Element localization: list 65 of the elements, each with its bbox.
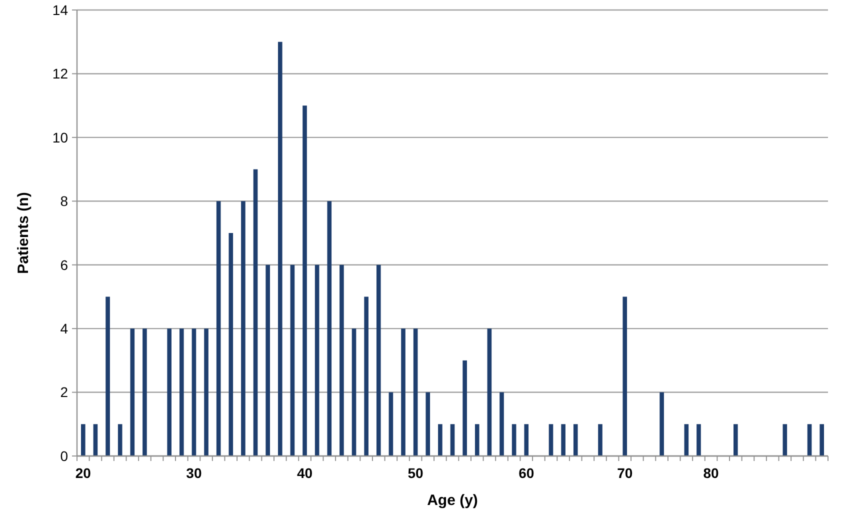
bar [216, 201, 221, 456]
bar [524, 424, 529, 456]
bar [487, 328, 492, 456]
bar [500, 392, 504, 456]
y-tick-label: 2 [60, 384, 68, 400]
bar [450, 424, 455, 456]
bar [106, 296, 110, 456]
bar [401, 328, 406, 456]
bar [167, 328, 172, 456]
x-axis-title: Age (y) [427, 492, 478, 509]
x-tick-label: 20 [75, 465, 92, 481]
x-tick-label: 70 [617, 465, 633, 481]
y-tick-label: 14 [52, 2, 68, 18]
bar [352, 328, 356, 456]
bar [179, 328, 184, 456]
bar [93, 424, 98, 456]
bar [81, 424, 86, 456]
bar [734, 424, 738, 456]
bar [696, 424, 701, 456]
bar [561, 424, 566, 456]
bar [474, 424, 480, 456]
bar [388, 392, 394, 456]
bar [130, 328, 135, 456]
x-tick-label: 40 [296, 465, 313, 481]
bar [364, 296, 368, 456]
bar [192, 328, 196, 456]
bar [413, 328, 418, 456]
bar [660, 392, 664, 456]
bar [290, 264, 295, 456]
x-tick-label: 60 [518, 465, 534, 481]
y-tick-label: 0 [60, 448, 68, 464]
bar [684, 424, 689, 456]
x-tick-label: 50 [408, 465, 424, 481]
bar [622, 296, 628, 456]
bar [462, 360, 467, 456]
bar [266, 264, 270, 456]
bar [598, 424, 602, 456]
bar [302, 106, 307, 456]
bar [820, 424, 824, 456]
bar [782, 424, 788, 456]
bar [314, 264, 320, 456]
bar [340, 264, 344, 456]
bar [512, 424, 516, 456]
bar [204, 328, 208, 456]
bar [253, 169, 258, 456]
bar [278, 42, 282, 456]
y-tick-label: 8 [60, 193, 68, 210]
bar [376, 264, 381, 456]
bar [548, 424, 554, 456]
bar [438, 424, 442, 456]
bar [228, 233, 234, 456]
y-tick-label: 4 [60, 320, 68, 336]
y-tick-label: 12 [52, 66, 68, 82]
bar [573, 424, 578, 456]
bar [118, 424, 122, 456]
y-tick-label: 6 [60, 256, 68, 273]
bar [142, 328, 147, 456]
x-tick-label: 80 [703, 465, 720, 481]
y-axis-title: Patients (n) [15, 192, 32, 274]
y-tick-label: 10 [52, 129, 68, 146]
bar [426, 392, 430, 456]
bar [327, 201, 332, 456]
bar [807, 424, 812, 456]
x-tick-label: 30 [186, 465, 202, 481]
bar [241, 201, 246, 456]
